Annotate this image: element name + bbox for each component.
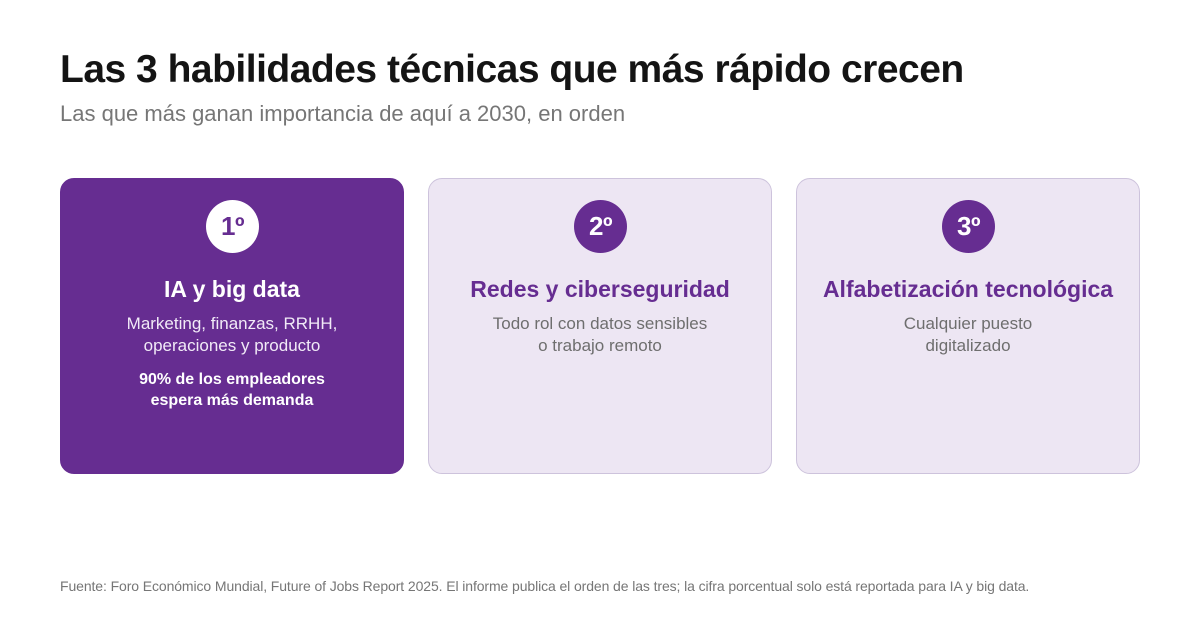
skill-title: Alfabetización tecnológica xyxy=(822,276,1114,302)
skill-card-2: 2º Redes y ciberseguridad Todo rol con d… xyxy=(428,178,772,474)
page-subtitle: Las que más ganan importancia de aquí a … xyxy=(60,101,626,126)
skill-card-1: 1º IA y big data Marketing, finanzas, RR… xyxy=(60,178,404,474)
source-footnote: Fuente: Foro Económico Mundial, Future o… xyxy=(60,578,1030,594)
skill-description: Todo rol con datos sensibles o trabajo r… xyxy=(429,313,771,357)
skill-title: Redes y ciberseguridad xyxy=(470,276,730,302)
skill-description-line: Marketing, finanzas, RRHH, xyxy=(126,314,338,333)
skill-stat-line: espera más demanda xyxy=(150,392,314,409)
page-title: Las 3 habilidades técnicas que más rápid… xyxy=(60,48,964,91)
rank-badge: 2º xyxy=(574,200,627,253)
rank-badge: 1º xyxy=(206,200,259,253)
skill-description-line: operaciones y producto xyxy=(143,336,321,355)
skills-cards: 1º IA y big data Marketing, finanzas, RR… xyxy=(60,178,1140,474)
skill-stat: 90% de los empleadores espera más demand… xyxy=(61,369,403,411)
skill-description-line: Todo rol con datos sensibles xyxy=(492,314,708,333)
skill-title: IA y big data xyxy=(164,276,300,302)
skill-card-3: 3º Alfabetización tecnológica Cualquier … xyxy=(796,178,1140,474)
skill-description-line: Cualquier puesto xyxy=(903,314,1033,333)
skill-description: Marketing, finanzas, RRHH, operaciones y… xyxy=(61,313,403,357)
rank-badge: 3º xyxy=(942,200,995,253)
skill-stat-line: 90% de los empleadores xyxy=(139,371,325,388)
skill-description: Cualquier puesto digitalizado xyxy=(797,313,1139,357)
skill-description-line: o trabajo remoto xyxy=(538,336,662,355)
skill-description-line: digitalizado xyxy=(925,336,1011,355)
